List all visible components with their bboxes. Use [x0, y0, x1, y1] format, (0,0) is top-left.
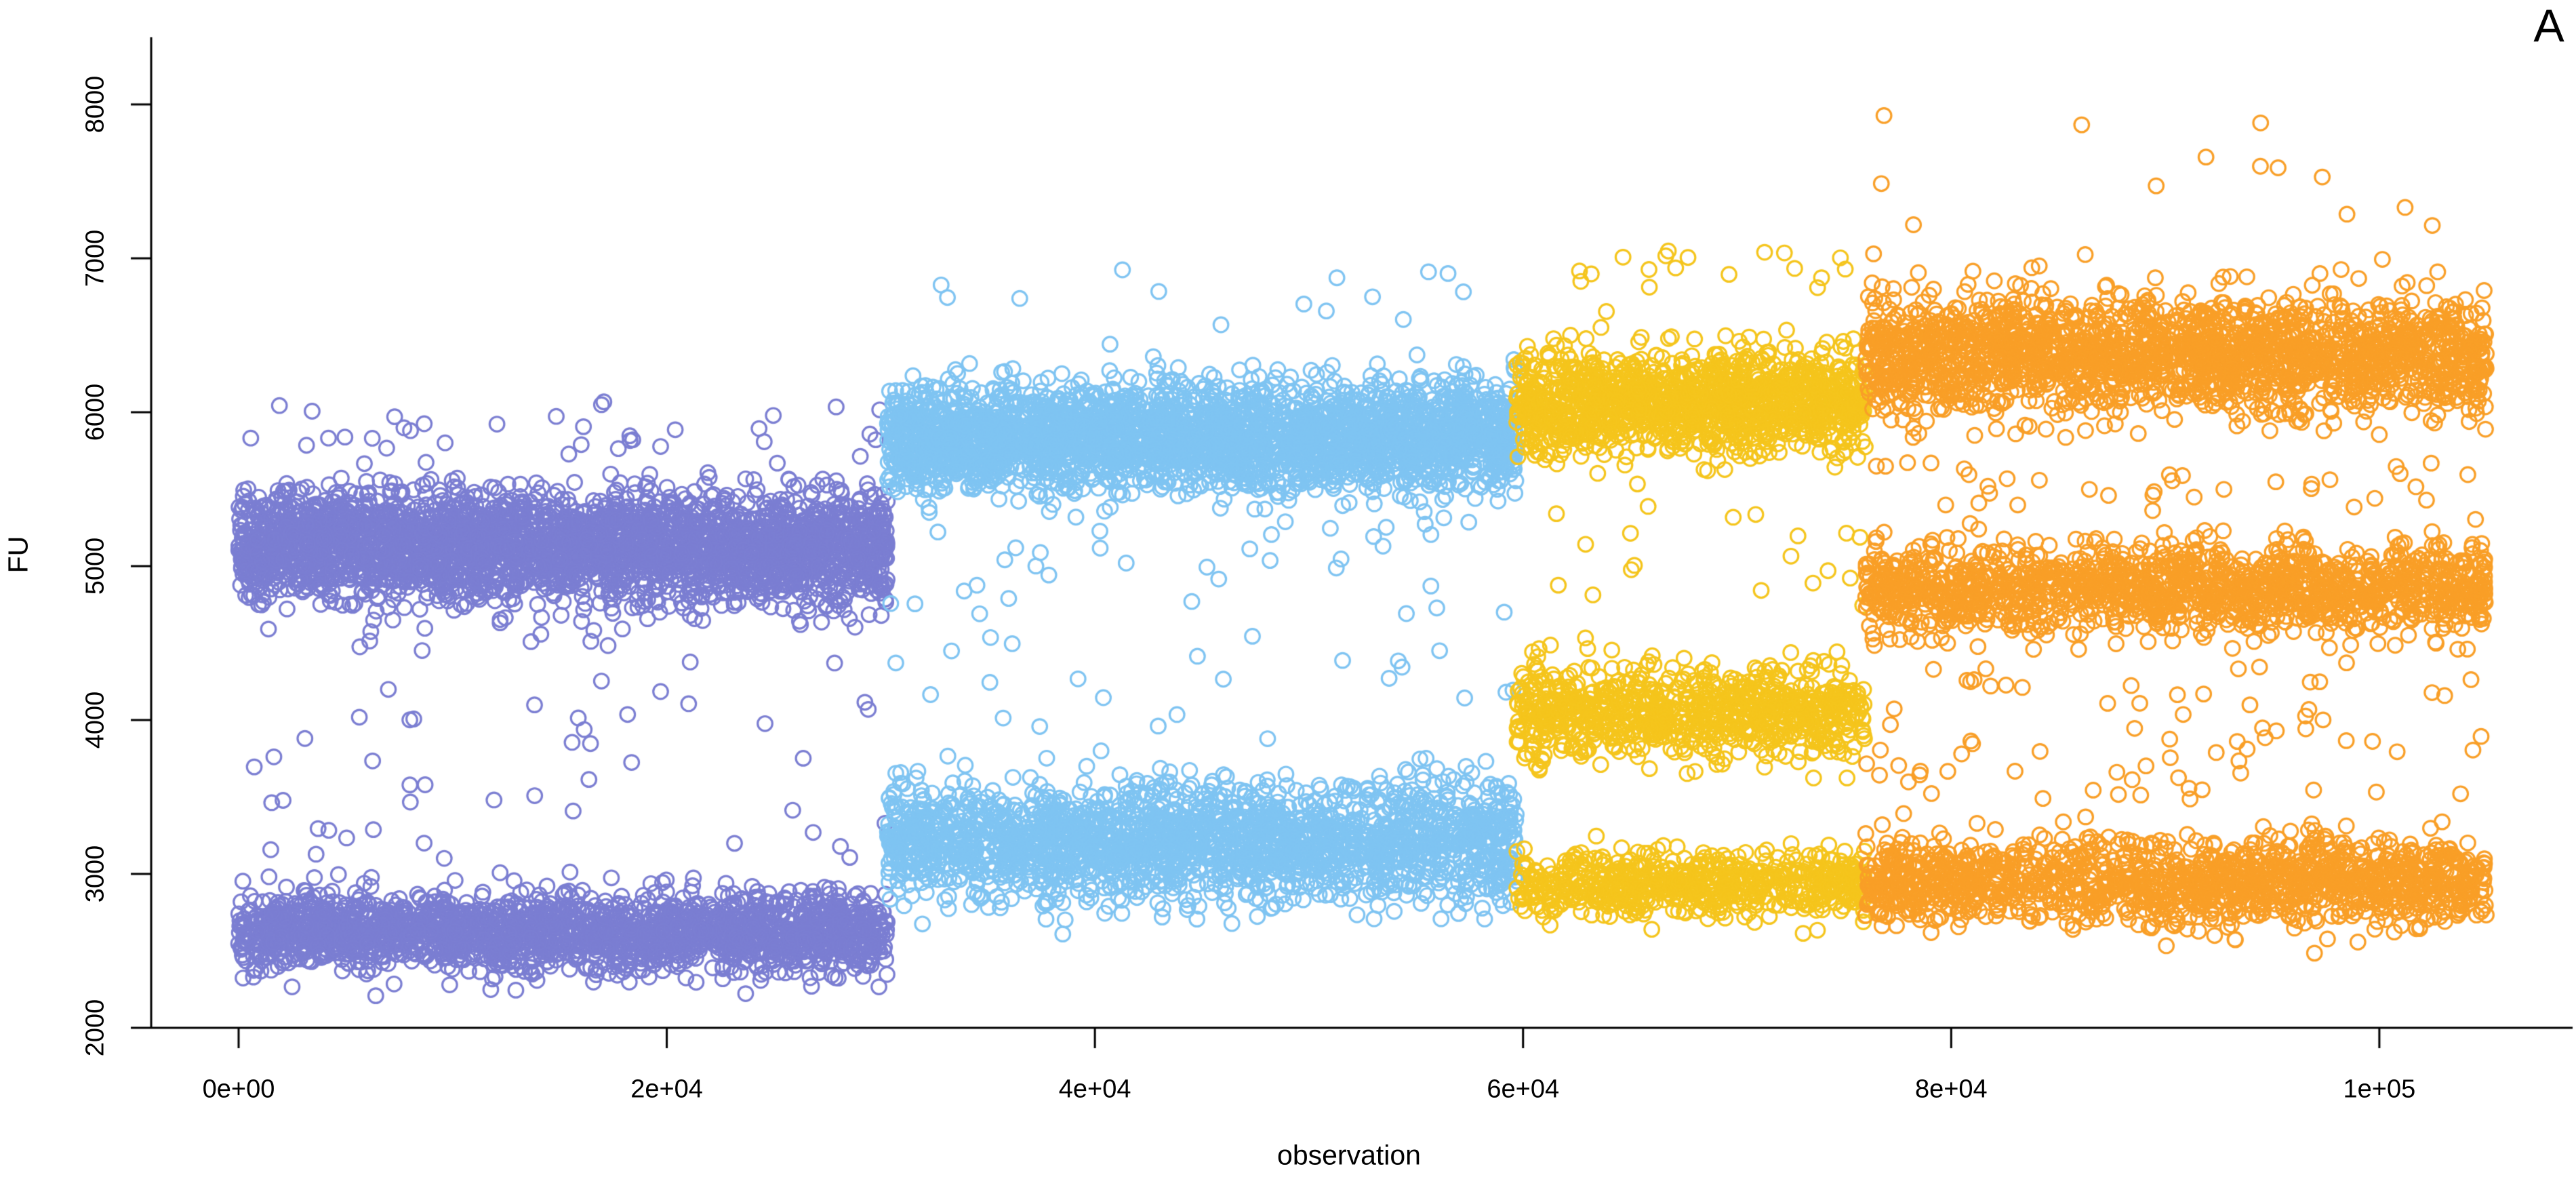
x-tick-label: 0e+00	[202, 1075, 275, 1104]
y-tick-label: 2000	[81, 999, 110, 1057]
y-axis-label: FU	[2, 536, 34, 574]
x-axis-label: observation	[1277, 1139, 1421, 1171]
y-tick-label: 8000	[81, 75, 110, 134]
y-tick-label: 6000	[81, 383, 110, 441]
y-tick-label: 4000	[81, 691, 110, 749]
panel-label-a: A	[2533, 0, 2564, 52]
y-tick-label: 7000	[81, 229, 110, 287]
x-tick-label: 1e+05	[2343, 1075, 2416, 1104]
x-tick-label: 4e+04	[1058, 1075, 1131, 1104]
y-tick-label: 5000	[81, 537, 110, 595]
x-tick-label: 2e+04	[630, 1075, 703, 1104]
x-tick-label: 8e+04	[1914, 1075, 1988, 1104]
x-tick-label: 6e+04	[1487, 1075, 1560, 1104]
y-tick-label: 3000	[81, 845, 110, 903]
